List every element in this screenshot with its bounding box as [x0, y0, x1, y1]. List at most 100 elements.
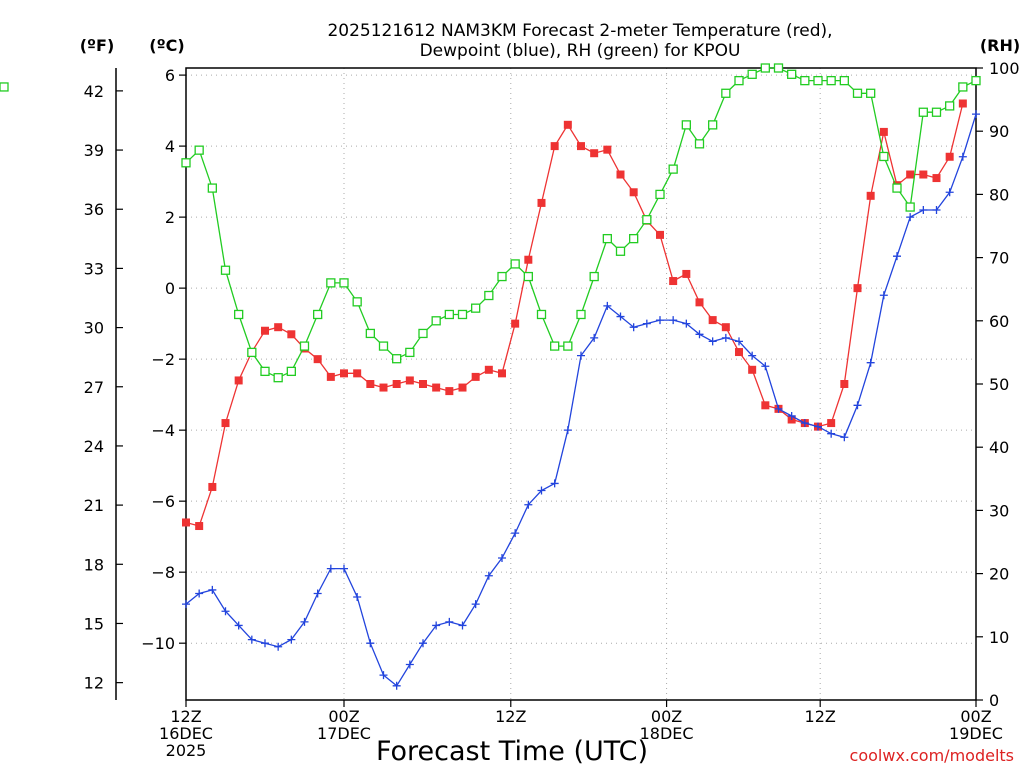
temperature-point [261, 326, 269, 335]
temperature-point [182, 518, 190, 527]
rh-point [220, 265, 231, 275]
dewpoint-point [405, 660, 414, 669]
y-tick-label-fahrenheit: 24 [84, 437, 104, 456]
temperature-point [445, 387, 454, 396]
dewpoint-point [695, 330, 704, 339]
series-layer [0, 63, 981, 690]
temperature-point [603, 145, 612, 154]
rh-point [181, 158, 191, 168]
dewpoint-line [185, 114, 977, 687]
temperature-point [761, 401, 770, 410]
dewpoint-point [840, 433, 849, 442]
x-tick-label: 00Z [651, 707, 682, 726]
dewpoint-point [590, 333, 599, 342]
temperature-line [185, 103, 964, 527]
rh-point [589, 271, 599, 282]
rh-point [839, 75, 849, 86]
rh-point [931, 107, 942, 117]
temperature-point [405, 376, 414, 385]
rh-point [444, 309, 454, 320]
rh-point [523, 271, 533, 282]
temperature-point [840, 380, 849, 388]
chart-title-line1: 2025121612 NAM3KM Forecast 2-meter Tempe… [327, 21, 832, 41]
y-tick-label-fahrenheit: 39 [84, 141, 104, 160]
rh-point [747, 69, 757, 79]
dewpoint-point [893, 252, 901, 261]
dewpoint-point [300, 617, 309, 626]
rh-point [339, 278, 349, 288]
y-tick-label-rh: 80 [989, 185, 1009, 204]
temperature-point [721, 323, 730, 332]
dewpoint-point [379, 671, 388, 680]
rh-point [681, 120, 691, 130]
temperature-point [195, 522, 204, 531]
dewpoint-point [182, 600, 190, 609]
rh-point [484, 290, 494, 301]
dewpoint-point [392, 681, 401, 690]
temperature-point [958, 99, 967, 108]
rh-point [510, 259, 520, 269]
x-tick-label: 12Z [170, 707, 201, 726]
temperature-point [708, 316, 717, 325]
temperature-point [577, 142, 585, 151]
rh-point [576, 309, 586, 320]
dewpoint-point [748, 351, 757, 360]
temperature-point [906, 170, 915, 179]
rh-point [852, 88, 863, 98]
dewpoint-point [340, 564, 348, 573]
rh-point [787, 69, 797, 79]
dewpoint-point [958, 152, 967, 161]
dewpoint-point [537, 486, 546, 495]
rh-point [668, 164, 678, 174]
rh-point [708, 120, 718, 130]
temperature-point [353, 369, 362, 378]
rh-point [273, 373, 283, 383]
x-tick-label: 12Z [495, 707, 526, 726]
y-tick-label-celsius: 6 [165, 66, 175, 85]
dewpoint-point [524, 500, 533, 509]
rh-point [615, 246, 626, 256]
temperature-point [419, 380, 427, 388]
dewpoint-point [919, 206, 928, 215]
dewpoint-point [287, 635, 296, 644]
dewpoint-point [656, 316, 664, 325]
dewpoint-point [326, 564, 335, 573]
dewpoint-point [735, 337, 743, 346]
y-tick-label-fahrenheit: 21 [84, 496, 104, 515]
temperature-point [392, 380, 401, 388]
rh-point [247, 347, 257, 358]
rh-point [471, 303, 481, 313]
dewpoint-point [195, 589, 204, 598]
y-ticks-celsius: 6 4 2 0 −2 −4 −6 −8 −10 [141, 66, 186, 653]
rh-point [0, 82, 9, 92]
temperature-point [326, 372, 335, 381]
temperature-point [682, 269, 691, 278]
y-tick-label-rh: 0 [989, 691, 999, 710]
dewpoint-point [708, 337, 717, 346]
y-tick-label-celsius: 0 [165, 279, 175, 298]
credit-text: coolwx.com/modelts [850, 746, 1014, 765]
temperature-point [695, 298, 704, 307]
dewpoint-point [313, 589, 322, 598]
y-tick-label-rh: 90 [989, 122, 1009, 141]
rh-point [365, 328, 375, 339]
temperature-point [563, 120, 572, 129]
rh-point [905, 202, 915, 212]
rh-point [260, 366, 270, 377]
y-tick-label-rh: 100 [989, 59, 1020, 78]
rh-point [773, 63, 784, 73]
temperature-point [616, 170, 625, 179]
rh-point [418, 328, 428, 339]
rh-point [642, 215, 652, 225]
dewpoint-point [945, 188, 954, 197]
temperature-point [379, 383, 388, 392]
y-tick-label-celsius: −10 [141, 634, 175, 653]
dewpoint-point [458, 621, 467, 630]
y-tick-label-celsius: −6 [151, 492, 175, 511]
rh-point [879, 151, 889, 162]
rh-point [918, 107, 928, 117]
y-tick-label-rh: 70 [989, 249, 1009, 268]
temperature-point [234, 376, 243, 385]
rh-point [378, 341, 389, 351]
